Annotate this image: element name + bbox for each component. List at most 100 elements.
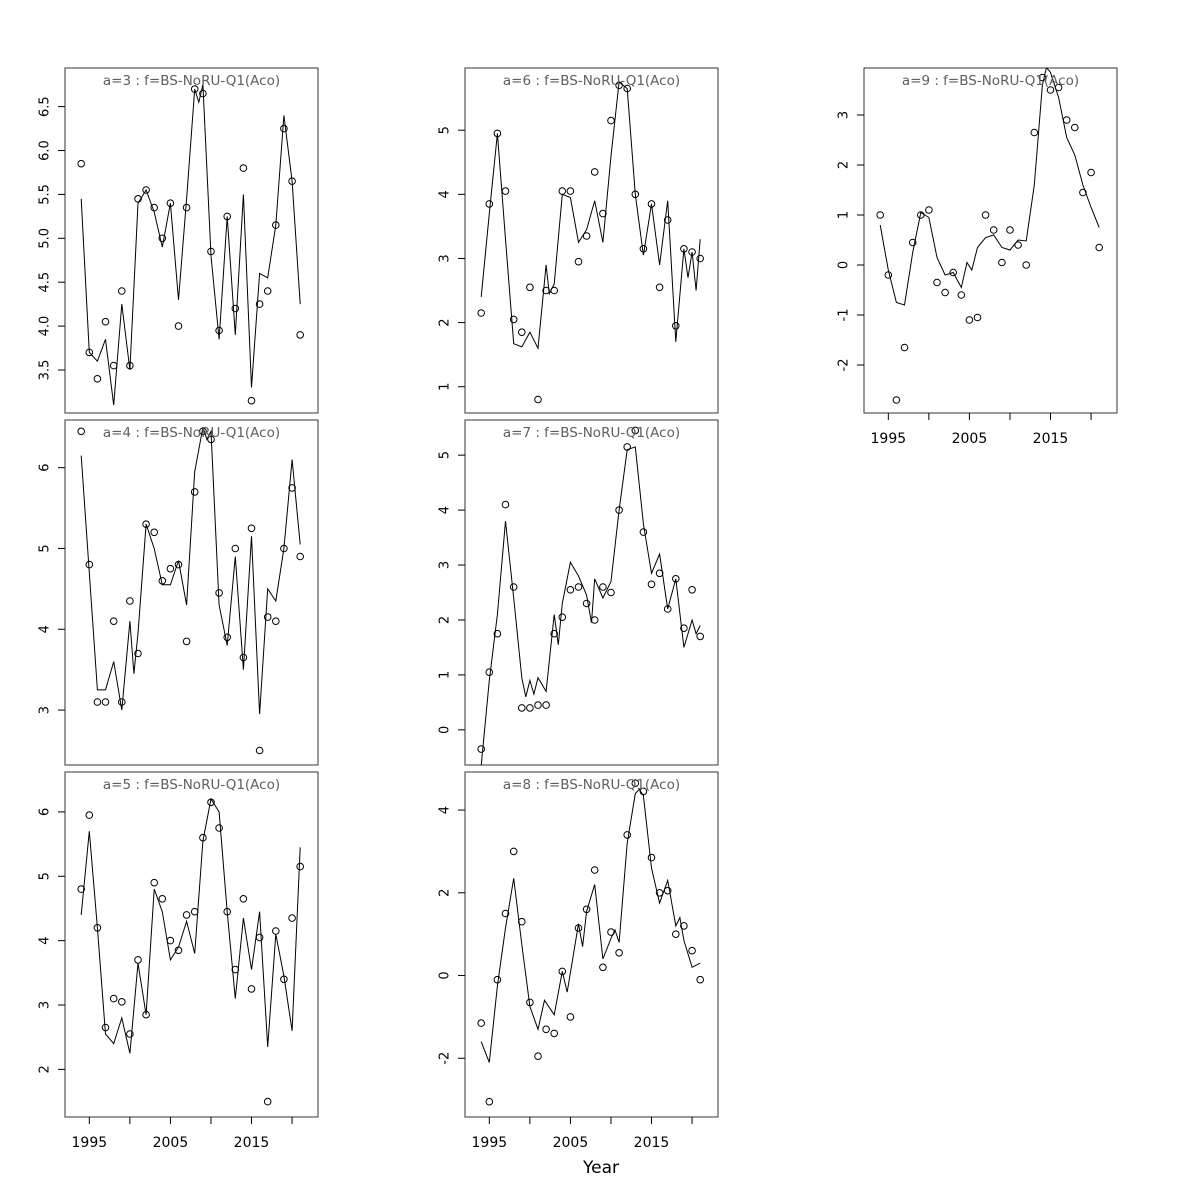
data-point xyxy=(534,395,542,404)
panel-border xyxy=(863,67,1118,414)
data-point xyxy=(493,629,502,638)
data-point xyxy=(647,580,656,589)
data-point xyxy=(582,905,591,914)
data-point xyxy=(93,924,102,932)
panel-title: a=8 : f=BS-NoRU-Q1(Aco) xyxy=(503,777,680,793)
data-point xyxy=(182,203,191,212)
panel-title: a=9 : f=BS-NoRU-Q1(Aco) xyxy=(902,73,1079,89)
data-point xyxy=(599,209,607,218)
data-point xyxy=(118,698,126,706)
data-point xyxy=(288,484,296,492)
x-tick-label: 1995 xyxy=(871,431,907,447)
data-point xyxy=(696,254,705,263)
data-point xyxy=(623,84,632,93)
data-point xyxy=(288,177,296,185)
panel-a3: 3.5 4.0 4.5 5.0 5.5 6.0 6.5 a=3 : f=BS-NoRU-Q1(… xyxy=(38,67,319,414)
y-tick-label: 1 xyxy=(438,671,453,679)
data-point xyxy=(296,862,305,871)
data-point xyxy=(231,965,240,974)
data-point xyxy=(263,1097,272,1106)
y-tick-label: 4.5 xyxy=(38,272,53,293)
data-point xyxy=(158,895,167,903)
y-tick-label: 2 xyxy=(837,161,852,169)
data-point xyxy=(550,1029,559,1038)
data-point xyxy=(190,488,199,496)
data-point xyxy=(1095,243,1103,252)
data-point xyxy=(639,528,648,536)
data-point xyxy=(215,589,223,597)
data-point xyxy=(518,917,526,926)
data-point xyxy=(142,1010,150,1019)
data-point xyxy=(696,632,705,641)
data-point xyxy=(477,745,486,753)
data-point xyxy=(207,247,215,256)
data-point xyxy=(526,283,534,292)
data-point xyxy=(182,911,191,919)
y-tick-label: 6.5 xyxy=(38,96,53,117)
data-point xyxy=(118,998,126,1006)
data-point xyxy=(199,427,207,436)
data-point xyxy=(174,560,183,569)
data-point xyxy=(255,746,264,755)
data-point xyxy=(558,187,567,195)
data-point xyxy=(680,624,688,633)
data-point xyxy=(631,779,640,788)
panel-border xyxy=(64,67,319,414)
panel-a6: 1 2 3 4 5 a=6 : f=BS-NoRU-Q1(Aco) xyxy=(438,67,719,414)
data-point xyxy=(590,866,599,874)
data-point xyxy=(989,226,998,234)
y-tick-label: 3 xyxy=(837,111,852,119)
data-point xyxy=(263,287,272,295)
data-point xyxy=(1087,168,1095,177)
data-point xyxy=(509,583,518,591)
y-tick-label: 5 xyxy=(438,126,453,134)
data-point xyxy=(526,998,534,1007)
data-point xyxy=(509,847,518,856)
y-tick-label: 1 xyxy=(438,383,453,391)
y-tick-label: -2 xyxy=(837,359,852,372)
data-point xyxy=(574,583,583,591)
data-point xyxy=(231,304,240,313)
data-point xyxy=(158,234,167,243)
data-point xyxy=(607,928,615,936)
y-tick-label: 2 xyxy=(38,1065,53,1073)
data-point xyxy=(574,257,583,266)
data-point xyxy=(85,811,94,819)
fit-line xyxy=(80,427,301,715)
data-point xyxy=(534,1052,542,1060)
data-point xyxy=(655,889,664,897)
panel-a7: 0 1 2 3 4 5 a=7 : f=BS-NoRU-Q1(Aco) xyxy=(438,419,719,766)
data-point xyxy=(296,552,305,561)
data-point xyxy=(223,907,231,916)
data-point xyxy=(239,164,248,172)
y-tick-label: 5 xyxy=(438,451,453,459)
data-point xyxy=(166,564,175,573)
data-point xyxy=(93,698,102,706)
data-point xyxy=(1030,128,1039,137)
data-point xyxy=(199,833,207,842)
data-point xyxy=(223,633,231,642)
data-point xyxy=(493,975,502,984)
data-point xyxy=(272,617,280,626)
data-point xyxy=(485,668,494,677)
data-point xyxy=(126,1030,134,1038)
panel-title: a=6 : f=BS-NoRU-Q1(Aco) xyxy=(503,73,680,89)
data-point xyxy=(182,637,191,646)
data-point xyxy=(166,936,175,945)
data-point xyxy=(134,195,142,203)
data-point xyxy=(1062,116,1071,124)
panel-border xyxy=(64,419,319,766)
data-point xyxy=(1046,86,1055,94)
data-point xyxy=(623,443,632,451)
y-tick-label: 3 xyxy=(438,254,453,262)
panel-title: a=7 : f=BS-NoRU-Q1(Aco) xyxy=(503,425,680,441)
y-tick-label: 6 xyxy=(38,464,53,472)
data-point xyxy=(126,597,134,605)
panel-a4: 3 4 5 6 a=4 : f=BS-NoRU-Q1(Aco) xyxy=(38,419,319,766)
y-tick-label: 4 xyxy=(38,936,53,944)
fit-line xyxy=(80,84,301,406)
data-point xyxy=(93,375,102,383)
data-point xyxy=(280,124,288,133)
data-point xyxy=(590,616,599,624)
